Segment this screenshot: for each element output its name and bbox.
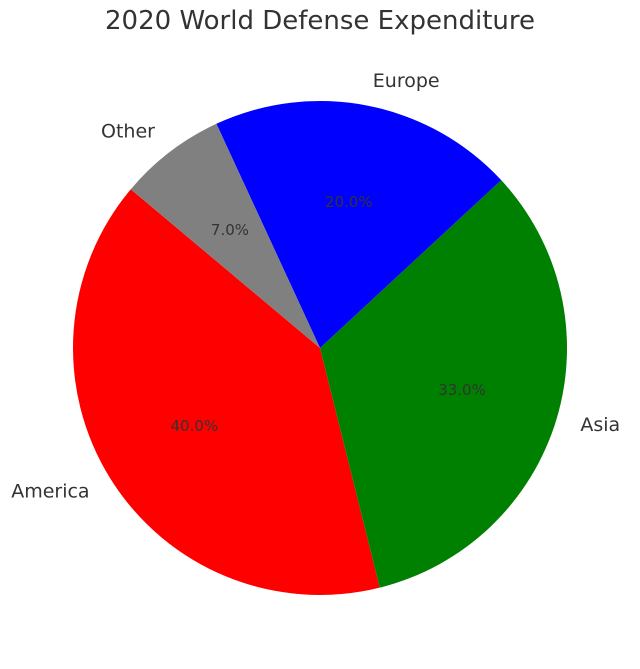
- pie-slice-asia: [320, 180, 567, 588]
- slice-label-america: America: [11, 480, 89, 502]
- slice-label-asia: Asia: [580, 414, 620, 436]
- pie-slice-other: [130, 123, 320, 348]
- percent-label-america: 40.0%: [170, 417, 218, 435]
- percent-label-other: 7.0%: [211, 221, 249, 239]
- percent-label-asia: 33.0%: [438, 381, 486, 399]
- pie-slice-europe: [216, 101, 502, 349]
- chart-title: 2020 World Defense Expenditure: [105, 6, 535, 36]
- slice-label-europe: Europe: [373, 70, 440, 92]
- percent-label-europe: 20.0%: [325, 193, 373, 211]
- slice-label-other: Other: [101, 121, 155, 143]
- pie-slice-america: [73, 189, 380, 595]
